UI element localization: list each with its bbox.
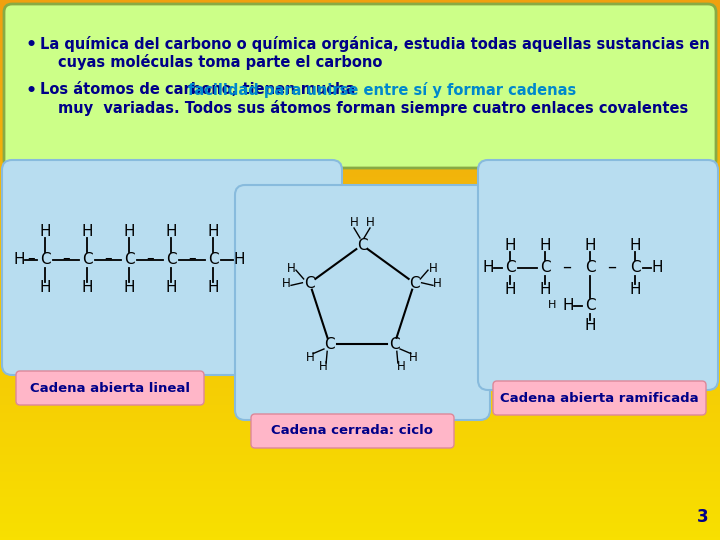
Text: H: H <box>397 361 405 374</box>
Text: H: H <box>629 239 641 253</box>
Text: C: C <box>40 253 50 267</box>
Text: H: H <box>539 282 551 298</box>
Text: C: C <box>124 253 135 267</box>
Text: muy  variadas. Todos sus átomos forman siempre cuatro enlaces covalentes: muy variadas. Todos sus átomos forman si… <box>58 100 688 116</box>
Text: •: • <box>26 36 37 54</box>
Text: H: H <box>433 278 442 291</box>
Text: H: H <box>40 225 50 240</box>
FancyBboxPatch shape <box>2 160 342 375</box>
FancyBboxPatch shape <box>16 371 204 405</box>
Text: H: H <box>366 217 374 230</box>
Text: C: C <box>305 275 315 291</box>
Text: H: H <box>428 262 437 275</box>
Text: H: H <box>13 253 24 267</box>
Text: 3: 3 <box>696 508 708 526</box>
Text: Cadena abierta lineal: Cadena abierta lineal <box>30 381 190 395</box>
Text: H: H <box>629 282 641 298</box>
Text: H: H <box>207 280 219 295</box>
Text: C: C <box>540 260 550 275</box>
Text: H: H <box>548 300 556 310</box>
Text: H: H <box>166 280 176 295</box>
Text: Los átomos de carbono, tienen mucha: Los átomos de carbono, tienen mucha <box>40 82 361 97</box>
Text: –: – <box>562 258 572 276</box>
Text: H: H <box>504 282 516 298</box>
Text: H: H <box>123 225 135 240</box>
Text: –: – <box>27 251 35 266</box>
Text: cuyas moléculas toma parte el carbono: cuyas moléculas toma parte el carbono <box>58 54 382 70</box>
Text: facilidad para unirse entre sí y formar cadenas: facilidad para unirse entre sí y formar … <box>188 82 576 98</box>
Text: H: H <box>81 225 93 240</box>
Text: H: H <box>40 280 50 295</box>
Text: C: C <box>356 238 367 253</box>
Text: C: C <box>505 260 516 275</box>
Text: H: H <box>282 278 291 291</box>
FancyBboxPatch shape <box>251 414 454 448</box>
Text: C: C <box>207 253 218 267</box>
Text: H: H <box>539 239 551 253</box>
FancyBboxPatch shape <box>493 381 706 415</box>
Text: H: H <box>319 361 328 374</box>
Text: H: H <box>350 217 359 230</box>
Text: H: H <box>233 253 245 267</box>
Text: C: C <box>324 337 335 352</box>
FancyBboxPatch shape <box>235 185 490 420</box>
Text: –: – <box>188 251 196 266</box>
Text: C: C <box>389 337 400 352</box>
Text: –: – <box>608 258 616 276</box>
Text: H: H <box>287 262 296 275</box>
Text: H: H <box>410 351 418 364</box>
Text: H: H <box>504 239 516 253</box>
Text: C: C <box>585 299 595 314</box>
Text: H: H <box>562 299 574 314</box>
Text: –: – <box>104 251 112 266</box>
Text: C: C <box>409 275 420 291</box>
Text: H: H <box>584 239 595 253</box>
Text: –: – <box>62 251 70 266</box>
FancyBboxPatch shape <box>478 160 718 390</box>
Text: H: H <box>207 225 219 240</box>
Text: H: H <box>482 260 494 275</box>
Text: H: H <box>584 319 595 334</box>
Text: H: H <box>123 280 135 295</box>
Text: C: C <box>585 260 595 275</box>
Text: H: H <box>652 260 662 275</box>
Text: H: H <box>306 351 315 364</box>
Text: H: H <box>81 280 93 295</box>
Text: C: C <box>630 260 640 275</box>
Text: Cadena abierta ramificada: Cadena abierta ramificada <box>500 392 698 404</box>
FancyBboxPatch shape <box>4 4 716 168</box>
Text: –: – <box>146 251 154 266</box>
Text: Cadena cerrada: ciclo: Cadena cerrada: ciclo <box>271 424 433 437</box>
Text: C: C <box>166 253 176 267</box>
Text: C: C <box>81 253 92 267</box>
Text: H: H <box>166 225 176 240</box>
Text: La química del carbono o química orgánica, estudia todas aquellas sustancias en: La química del carbono o química orgánic… <box>40 36 710 52</box>
Text: •: • <box>26 82 37 100</box>
